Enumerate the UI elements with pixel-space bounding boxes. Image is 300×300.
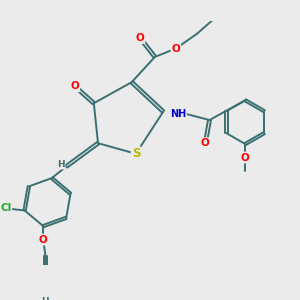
Text: O: O [70, 81, 79, 92]
Text: O: O [136, 33, 145, 43]
Text: Cl: Cl [0, 203, 11, 213]
Text: S: S [132, 147, 140, 160]
Text: O: O [241, 152, 250, 163]
Text: O: O [201, 138, 210, 148]
Text: O: O [172, 44, 180, 53]
Text: H: H [42, 296, 49, 300]
Text: O: O [39, 235, 48, 244]
Text: NH: NH [170, 109, 186, 119]
Text: H: H [57, 160, 65, 169]
